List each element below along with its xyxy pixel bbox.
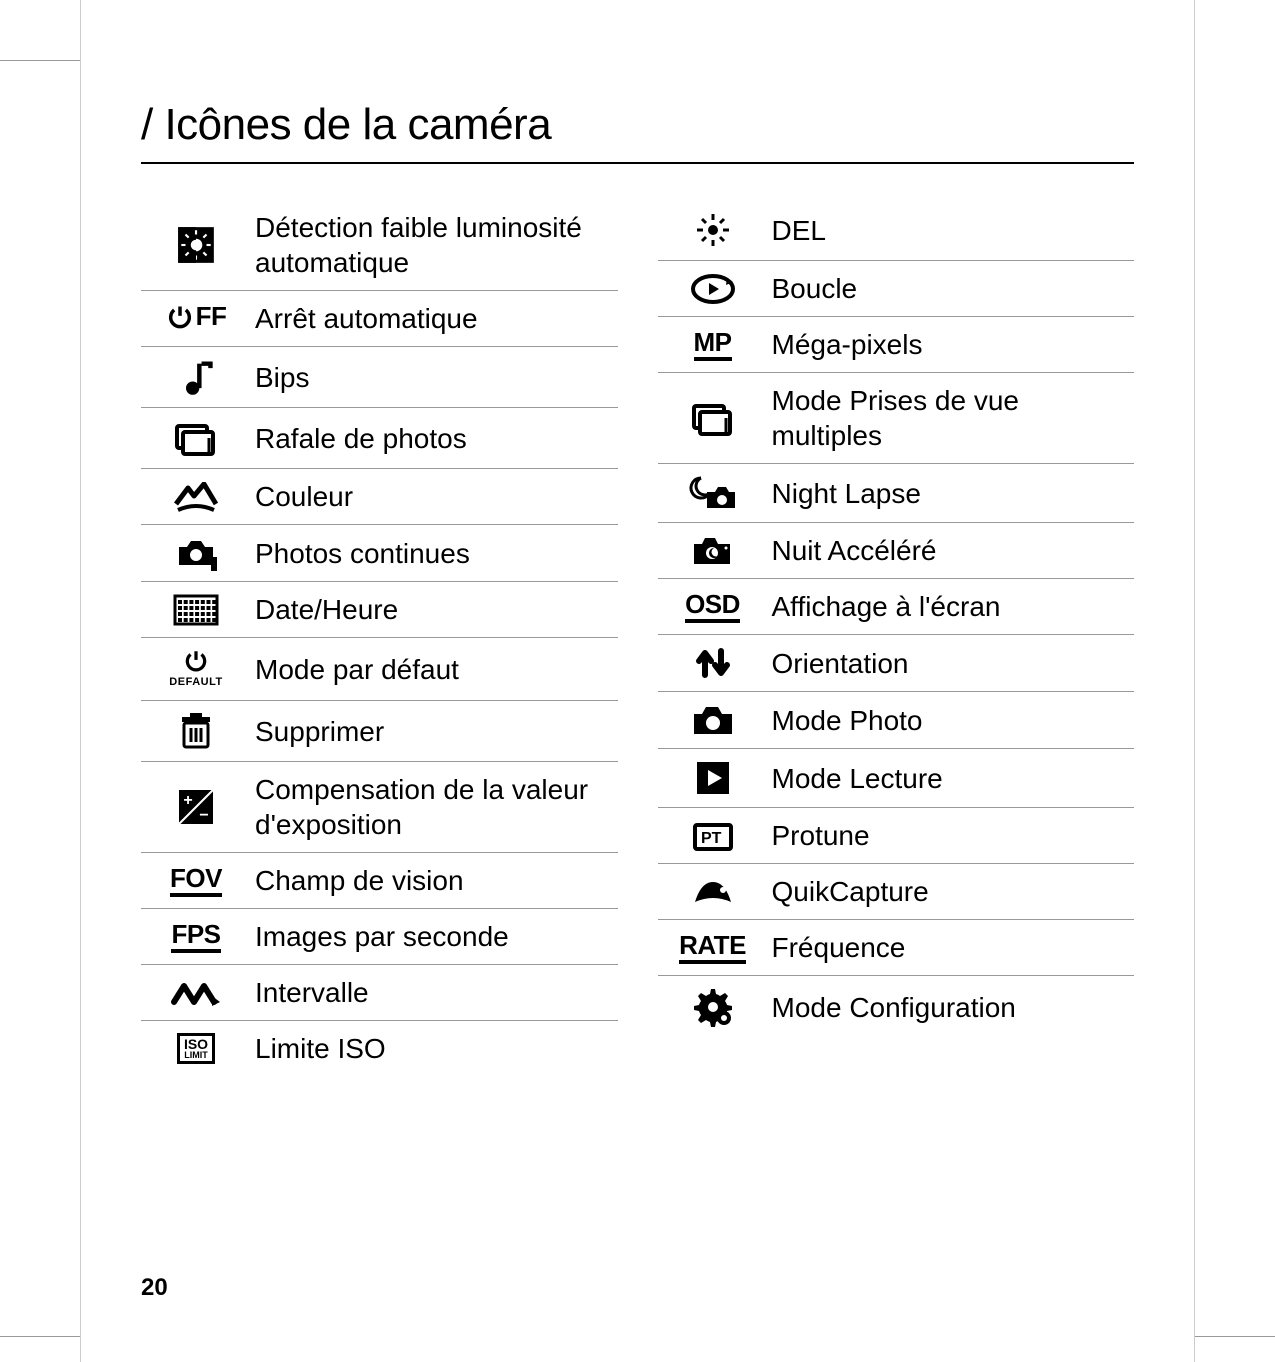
icon-row: Bips [141, 347, 618, 408]
icon-label: Détection faible luminosité automatique [251, 200, 618, 291]
svg-text:+: + [183, 792, 192, 809]
fov-icon: FOV [141, 853, 251, 909]
playback-icon [658, 749, 768, 808]
icon-row: FOVChamp de vision [141, 853, 618, 909]
icon-label: DEL [768, 200, 1135, 261]
icon-row: Mode Photo [658, 692, 1135, 749]
auto-low-light-icon [141, 200, 251, 291]
auto-off-icon: FF [141, 291, 251, 347]
osd-icon: OSD [658, 579, 768, 635]
icon-label: Mode Configuration [768, 976, 1135, 1039]
icon-label: Mode Photo [768, 692, 1135, 749]
icon-label: Mode Lecture [768, 749, 1135, 808]
svg-text:PT: PT [701, 830, 722, 847]
multi-shot-icon [658, 373, 768, 464]
night-accel-icon [658, 523, 768, 579]
rate-icon: RATE [658, 920, 768, 976]
icon-row: RATEFréquence [658, 920, 1135, 976]
beeps-icon [141, 347, 251, 408]
icon-row: PT Protune [658, 808, 1135, 864]
icon-row: Date/Heure [141, 582, 618, 638]
icon-label: Intervalle [251, 965, 618, 1021]
icon-row: FFArrêt automatique [141, 291, 618, 347]
photo-mode-icon [658, 692, 768, 749]
icon-label: Rafale de photos [251, 408, 618, 469]
icon-columns: Détection faible luminosité automatiqueF… [141, 200, 1134, 1076]
icon-label: Images par seconde [251, 909, 618, 965]
color-icon [141, 469, 251, 525]
icon-label: Orientation [768, 635, 1135, 692]
svg-text:−: − [199, 807, 208, 824]
icon-label: Méga-pixels [768, 317, 1135, 373]
icon-row: MPMéga-pixels [658, 317, 1135, 373]
icon-label: Date/Heure [251, 582, 618, 638]
quikcapture-icon [658, 864, 768, 920]
icon-label: Compensation de la valeur d'exposition [251, 762, 618, 853]
icon-label: Nuit Accéléré [768, 523, 1135, 579]
icon-label: Boucle [768, 261, 1135, 317]
icon-row: +−Compensation de la valeur d'exposition [141, 762, 618, 853]
icon-label: Champ de vision [251, 853, 618, 909]
icon-label: Fréquence [768, 920, 1135, 976]
icon-row: Couleur [141, 469, 618, 525]
fps-icon: FPS [141, 909, 251, 965]
icon-row: ISOLIMITLimite ISO [141, 1021, 618, 1077]
continuous-icon [141, 525, 251, 582]
icon-row: Nuit Accéléré [658, 523, 1135, 579]
icon-row: Mode Lecture [658, 749, 1135, 808]
icon-row: FPSImages par seconde [141, 909, 618, 965]
protune-icon: PT [658, 808, 768, 864]
interval-icon [141, 965, 251, 1021]
datetime-icon [141, 582, 251, 638]
mp-icon: MP [658, 317, 768, 373]
led-icon [658, 200, 768, 261]
icon-label: Affichage à l'écran [768, 579, 1135, 635]
icon-row: QuikCapture [658, 864, 1135, 920]
icon-label: Bips [251, 347, 618, 408]
right-column: DELBoucleMPMéga-pixelsMode Prises de vue… [658, 200, 1135, 1076]
page-title: / Icônes de la caméra [141, 100, 1134, 150]
default-mode-icon: DEFAULT [141, 638, 251, 701]
icon-row: Orientation [658, 635, 1135, 692]
ev-comp-icon: +− [141, 762, 251, 853]
loop-icon [658, 261, 768, 317]
icon-row: Mode Prises de vue multiples [658, 373, 1135, 464]
icon-label: Mode par défaut [251, 638, 618, 701]
icon-label: Limite ISO [251, 1021, 618, 1077]
icon-row: Photos continues [141, 525, 618, 582]
iso-limit-icon: ISOLIMIT [141, 1021, 251, 1077]
delete-icon [141, 701, 251, 762]
page-number: 20 [141, 1274, 168, 1302]
icon-row: Night Lapse [658, 464, 1135, 523]
icon-label: Night Lapse [768, 464, 1135, 523]
setup-icon [658, 976, 768, 1039]
icon-row: Supprimer [141, 701, 618, 762]
left-column: Détection faible luminosité automatiqueF… [141, 200, 618, 1076]
night-lapse-icon [658, 464, 768, 523]
icon-row: Rafale de photos [141, 408, 618, 469]
icon-label: Supprimer [251, 701, 618, 762]
icon-label: Mode Prises de vue multiples [768, 373, 1135, 464]
icon-label: Arrêt automatique [251, 291, 618, 347]
icon-label: Photos continues [251, 525, 618, 582]
icon-label: Protune [768, 808, 1135, 864]
icon-row: OSDAffichage à l'écran [658, 579, 1135, 635]
orientation-icon [658, 635, 768, 692]
icon-row: DEFAULTMode par défaut [141, 638, 618, 701]
icon-row: DEL [658, 200, 1135, 261]
title-rule [141, 162, 1134, 164]
icon-row: Détection faible luminosité automatique [141, 200, 618, 291]
icon-label: Couleur [251, 469, 618, 525]
icon-row: Intervalle [141, 965, 618, 1021]
burst-icon [141, 408, 251, 469]
icon-label: QuikCapture [768, 864, 1135, 920]
icon-row: Boucle [658, 261, 1135, 317]
icon-row: Mode Configuration [658, 976, 1135, 1039]
